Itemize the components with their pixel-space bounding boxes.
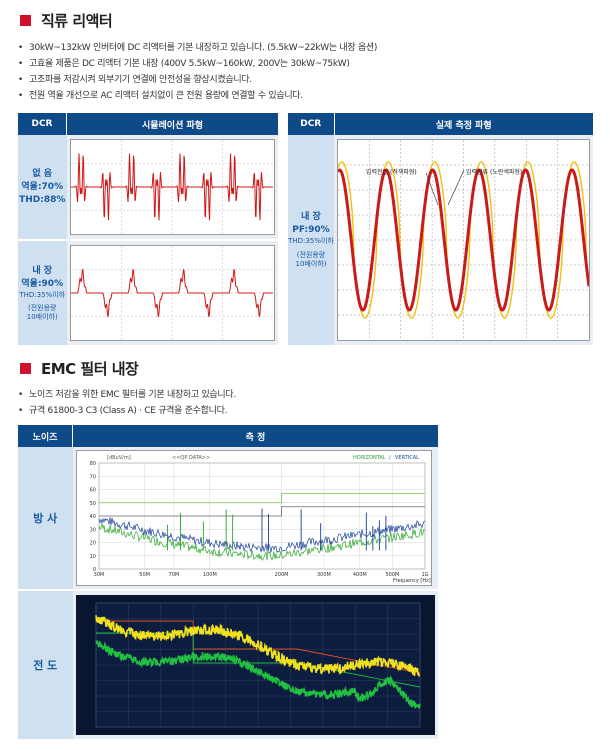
conducted-chart-cell: [72, 589, 438, 739]
waveform-trace: [70, 269, 273, 317]
annotation-input-current: 입력전류 (노란색파형): [466, 169, 523, 176]
list-item: 30kW~132kW 인버터에 DC 리액터를 기본 내장하고 있습니다. (5…: [18, 40, 377, 56]
y-tick-label: 10: [89, 554, 95, 560]
list-item: 전원 역율 개선으로 AC 리액터 설치없이 큰 전원 용량에 연결할 수 있습…: [18, 88, 377, 104]
x-tick-label: 30M: [93, 572, 104, 578]
simulation-table: DCR 시뮬레이션 파형 없 음 역율:70% THD:88% 내 장 역율:9…: [18, 113, 278, 345]
input-voltage-trace: [338, 168, 589, 312]
x-tick-label: 1G: [421, 572, 428, 578]
limit-line-upper: [98, 493, 425, 504]
row-label-built-in: 내 장 역율:90% THD:35%이하 (전원용량 10배이하): [18, 239, 67, 345]
horizontal-trace: [98, 522, 425, 561]
row-label-radiated: 방 사: [18, 447, 73, 590]
y-unit: [dBuV/m]: [107, 455, 131, 461]
y-tick-label: 20: [89, 541, 95, 547]
section-title-emc-filter: EMC 필터 내장: [20, 358, 139, 379]
list-item: 노이즈 저감을 위한 EMC 필터를 기본 내장하고 있습니다.: [18, 387, 236, 403]
col-noise: 노이즈: [18, 425, 73, 447]
y-tick-label: 50: [89, 501, 95, 507]
row-label-none: 없 음 역율:70% THD:88%: [18, 135, 67, 240]
sim-waveform-with-dcr: [70, 246, 273, 340]
emc-bullets: 노이즈 저감을 위한 EMC 필터를 기본 내장하고 있습니다. 규격 6180…: [18, 387, 236, 419]
col-dcr: DCR: [288, 113, 335, 135]
col-measured: 실제 측정 파형: [334, 113, 593, 135]
x-axis-label: Frequency [Hz]: [393, 578, 431, 584]
list-item: 고효율 제품은 DC 리액터 기본 내장 (400V 5.5kW~160kW, …: [18, 56, 377, 72]
limit-line-class-a: [98, 506, 425, 517]
sim-waveform-no-dcr: [70, 140, 273, 234]
col-simulation: 시뮬레이션 파형: [66, 113, 278, 135]
peak-trace: [94, 615, 420, 677]
conducted-emission-chart: [75, 595, 430, 735]
dc-reactor-bullets: 30kW~132kW 인버터에 DC 리액터를 기본 내장하고 있습니다. (5…: [18, 40, 377, 104]
red-square-icon: [20, 363, 31, 374]
y-tick-label: 30: [89, 527, 95, 533]
y-tick-label: 60: [89, 488, 95, 494]
col-measurement: 측 정: [72, 425, 438, 447]
x-tick-label: 500M: [385, 572, 399, 578]
row-label-built-in: 내 장 PF:90% THD:35%이하 (전원용량 10배이하): [288, 135, 334, 345]
row-label-conducted: 전 도: [18, 589, 73, 739]
annotation-leader: [425, 172, 439, 206]
y-tick-label: 70: [89, 474, 95, 480]
y-tick-label: 40: [89, 514, 95, 520]
chart-title: <<QP DATA>>: [172, 455, 210, 461]
measured-table: DCR 실제 측정 파형 내 장 PF:90% THD:35%이하 (전원용량 …: [288, 113, 593, 345]
x-tick-label: 100M: [202, 572, 216, 578]
radiated-emission-chart: [dBuV/m] <<QP DATA>> HORIZONTAL / VERTIC…: [89, 455, 431, 584]
x-tick-label: 50M: [139, 572, 150, 578]
y-tick-label: 80: [89, 461, 95, 467]
section-title-dc-reactor: 직류 리액터: [20, 10, 113, 31]
legend-vertical: VERTICAL: [395, 455, 419, 461]
col-dcr: DCR: [18, 113, 67, 135]
list-item: 고조파를 저감시켜 외부기기 연결에 안전성을 향상시켰습니다.: [18, 72, 377, 88]
radiated-chart-cell: [dBuV/m] <<QP DATA>> HORIZONTAL / VERTIC…: [72, 447, 438, 590]
red-square-icon: [20, 15, 31, 26]
x-tick-label: 300M: [317, 572, 331, 578]
list-item: 규격 61800-3 C3 (Class A) · CE 규격을 준수합니다.: [18, 403, 236, 419]
annotation-leader: [447, 169, 465, 206]
average-trace: [94, 639, 421, 709]
sim-waveform-cell-2: [66, 239, 278, 345]
emc-table: 노이즈 측 정 방 사 [dBuV/m] <<QP DATA>> HORIZON…: [18, 425, 438, 739]
measured-waveform: [338, 140, 589, 340]
waveform-trace: [70, 153, 273, 221]
measured-waveform-cell: 입력전압 (적색파형) 입력전류 (노란색파형): [334, 135, 593, 345]
x-tick-label: 70M: [168, 572, 179, 578]
legend-horizontal: HORIZONTAL: [353, 455, 386, 461]
legend-separator: /: [389, 455, 391, 461]
x-tick-label: 400M: [352, 572, 366, 578]
x-tick-label: 200M: [274, 572, 288, 578]
sim-waveform-cell-1: [66, 135, 278, 240]
y-tick-label: 0: [92, 567, 95, 573]
annotation-input-voltage: 입력전압 (적색파형): [366, 169, 417, 176]
